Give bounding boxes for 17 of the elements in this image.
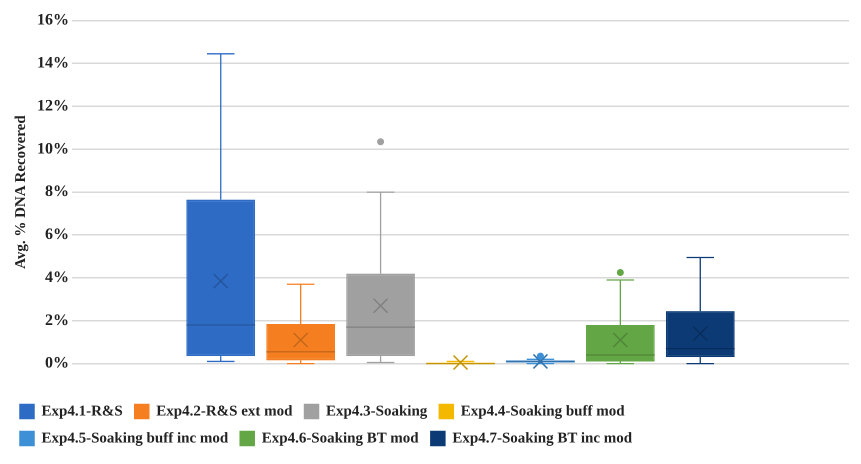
y-tick-label: 12% xyxy=(37,97,69,114)
legend-label: Exp4.5-Soaking buff inc mod xyxy=(42,430,229,446)
legend-label: Exp4.4-Soaking buff mod xyxy=(460,403,626,420)
y-tick-label: 16% xyxy=(37,12,69,29)
y-tick-label: 4% xyxy=(45,268,69,286)
y-tick-label: 0% xyxy=(45,354,69,372)
legend-label: Exp4.7-Soaking BT inc mod xyxy=(452,430,633,446)
y-tick-label: 14% xyxy=(37,54,69,72)
legend-label: Exp4.2-R&S ext mod xyxy=(156,403,294,420)
y-tick-label: 10% xyxy=(37,140,69,158)
y-tick-label: 2% xyxy=(45,312,69,329)
y-tick-label: 6% xyxy=(45,226,69,244)
y-tick-label: 8% xyxy=(45,183,69,200)
y-axis-title: Avg. % DNA Recovered xyxy=(12,114,29,269)
legend-label: Exp4.1-R&S xyxy=(42,403,123,420)
legend-label: Exp4.3-Soaking xyxy=(326,403,428,420)
legend-label: Exp4.6-Soaking BT mod xyxy=(262,430,420,446)
